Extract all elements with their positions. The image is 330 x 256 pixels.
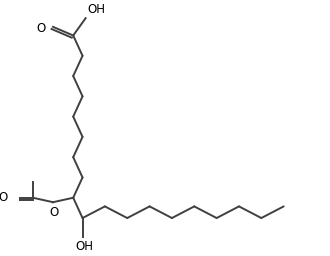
Text: OH: OH: [87, 3, 105, 16]
Text: OH: OH: [75, 240, 93, 252]
Text: O: O: [0, 191, 8, 204]
Text: O: O: [49, 206, 58, 219]
Text: O: O: [36, 22, 45, 35]
